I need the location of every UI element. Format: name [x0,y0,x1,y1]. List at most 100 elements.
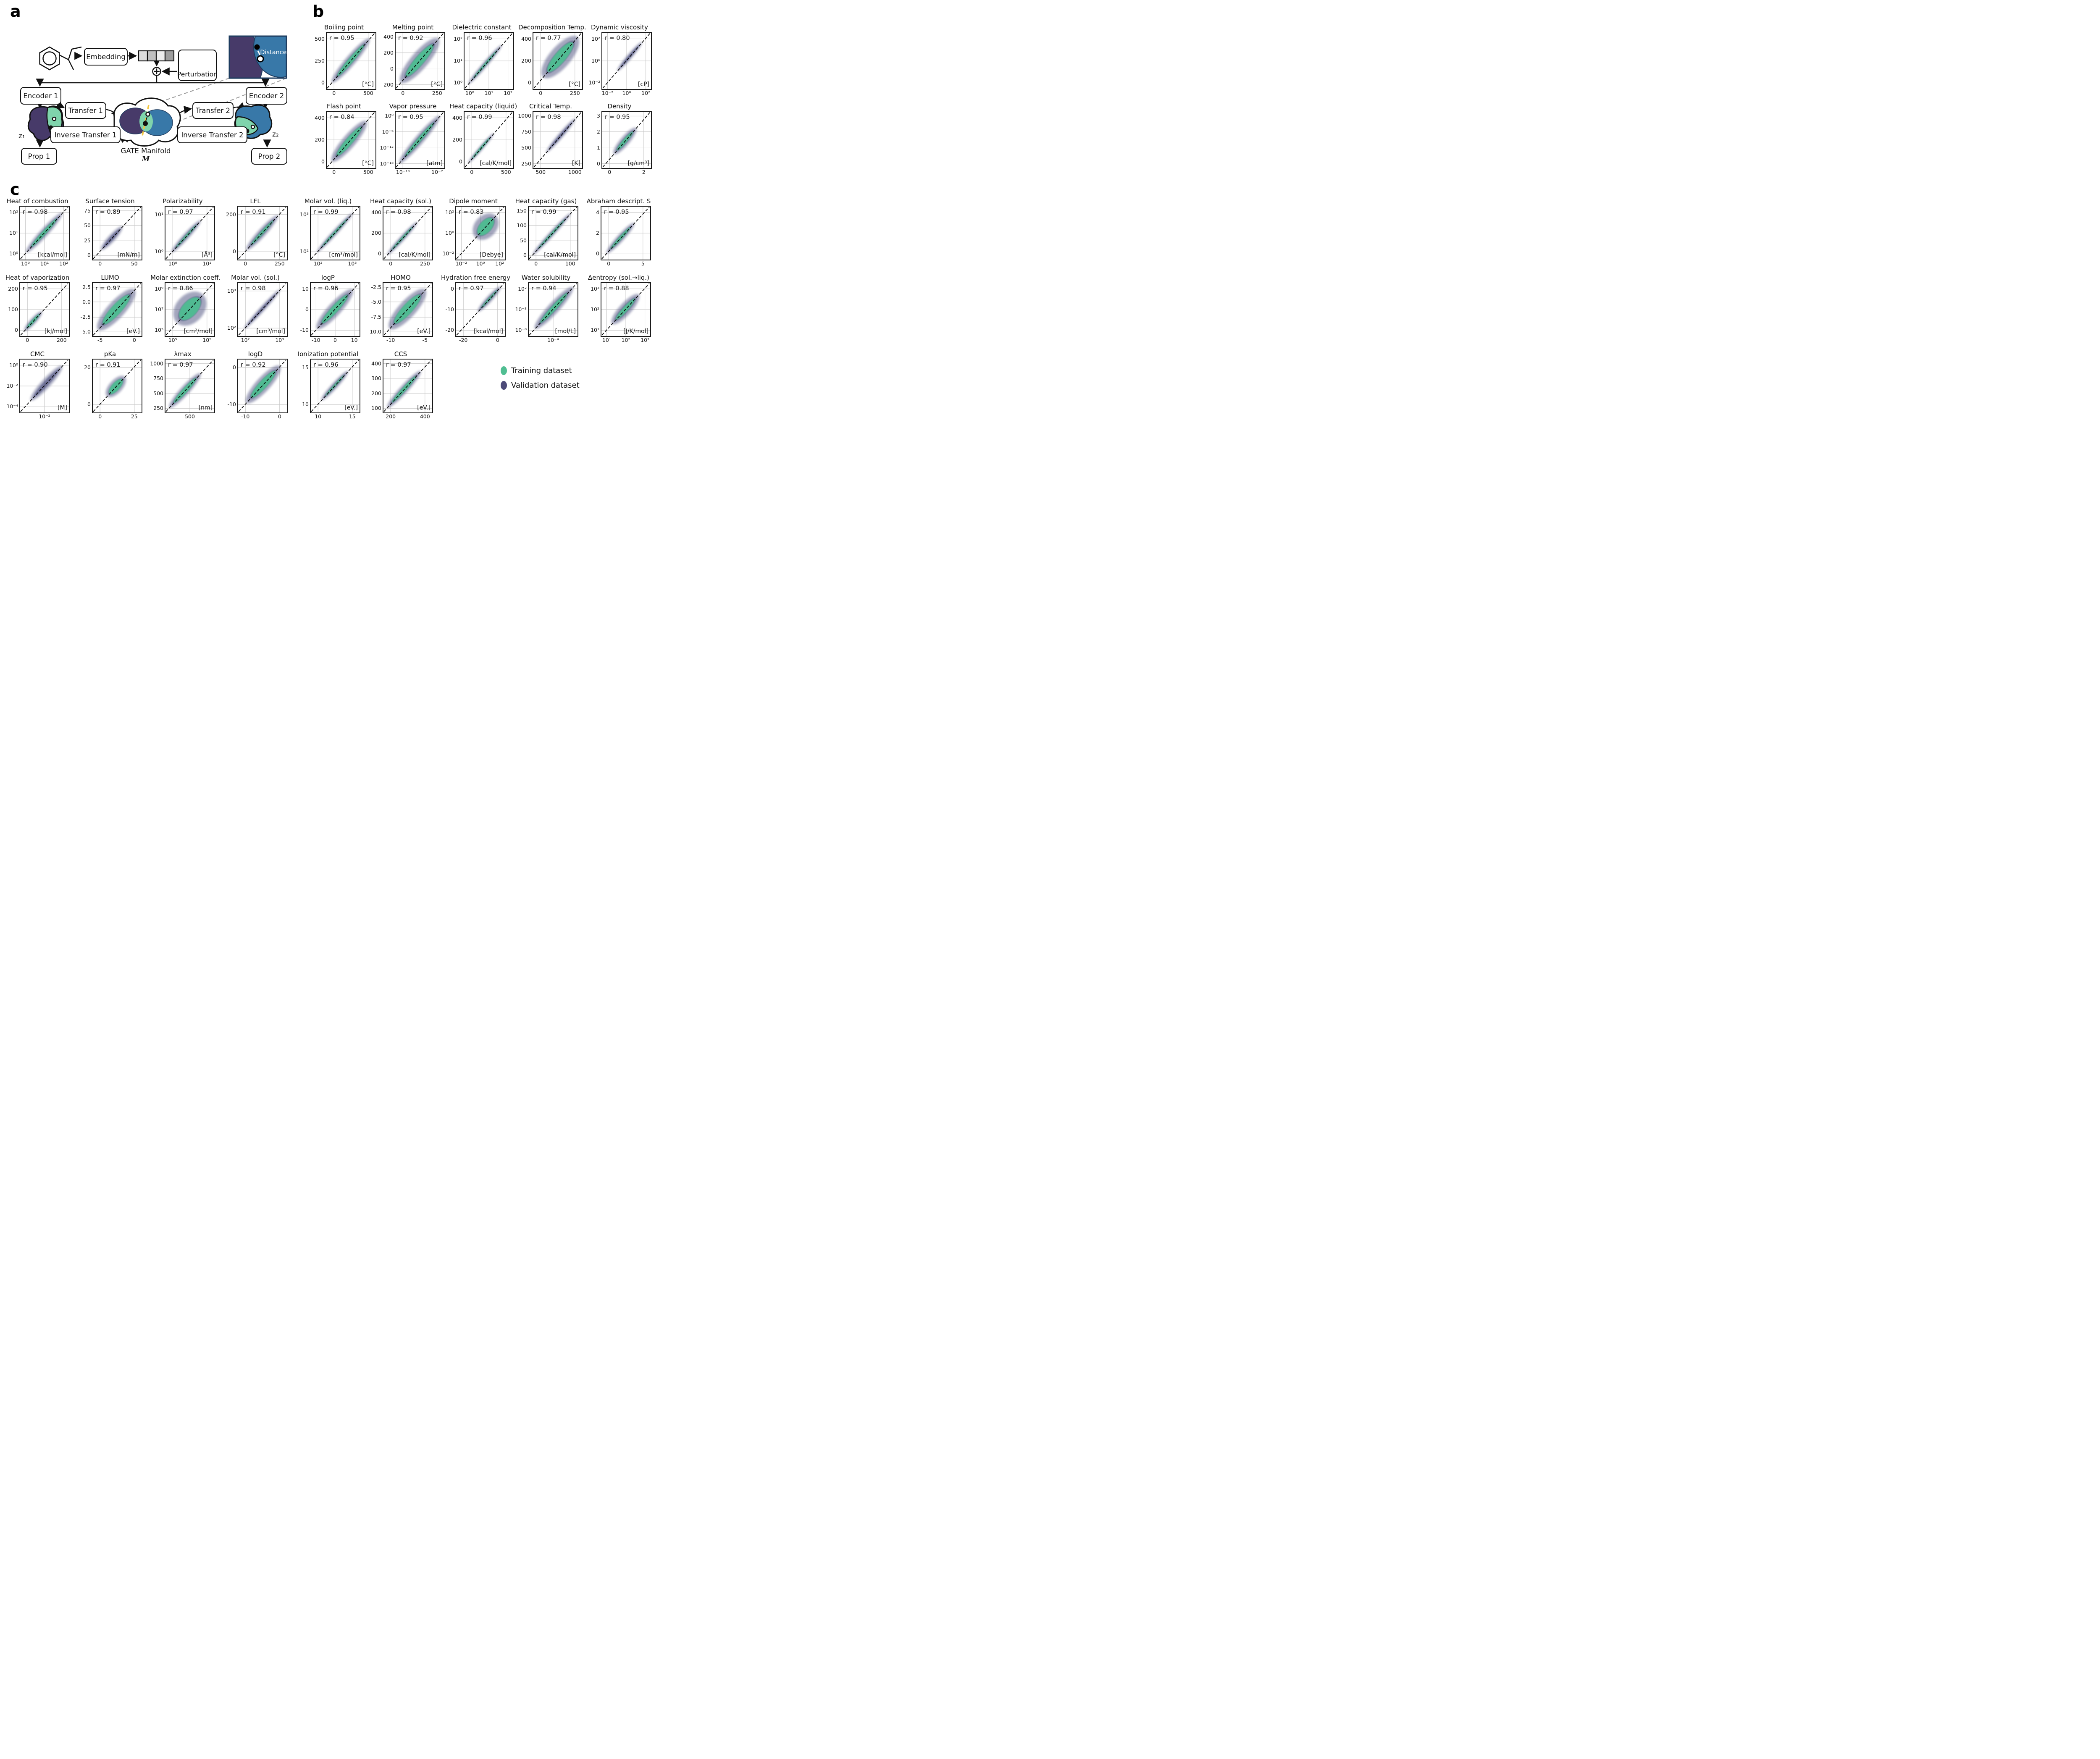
scatter-canvas: r = 0.99 [cal/K/mol] [528,206,578,260]
scatter-canvas: r = 0.99 [cm³/mol] [310,206,360,260]
x-tick-label: 10³ [640,337,650,343]
transfer1-box-label: Transfer 1 [68,106,103,115]
unit-label: [cal/K/mol] [544,252,576,258]
panel-a-label: a [10,2,21,21]
scatter-canvas: r = 0.90 [M] [19,359,70,413]
plot-title: Heat of combustion [6,197,68,205]
inverse-transfer2-box-label: Inverse Transfer 2 [181,131,244,139]
x-tick-label: 10² [241,337,250,343]
y-tick-label: 15 [302,364,309,370]
x-tick-label: 0 [389,260,393,267]
x-tick-label: -10 [312,337,320,343]
plot-dielectric-constant: Dielectric constant 10² 10¹ 10⁰ r = 0.96 10⁰ 1… [449,24,516,97]
x-tick-label: 0 [332,90,336,96]
x-tick-label: 10² [621,337,630,343]
y-tick-label: -5.0 [80,328,91,335]
plot-max: λmax 1000 750 500 250 r = 0.97 [nm] 500 [150,350,221,420]
x-tick-label: 250 [432,90,442,96]
y-tick-label: 200 [383,49,394,56]
y-tick-label: 400 [452,114,462,121]
unit-label: [°C] [273,252,285,258]
scatter-canvas: r = 0.83 [Debye] [455,206,506,260]
plot-title: Dielectric constant [452,24,512,31]
x-tick-label: 10³ [348,260,357,267]
encoder1-box: Encoder 1 [20,87,61,105]
plot-flash-point: Flash point 400 200 0 r = 0.84 [°C] 0 500 [312,102,378,176]
gate-manifold-label: GATE Manifold [121,147,171,155]
plot-title: Molar extinction coeff. [150,274,221,281]
plot-lfl: LFL 200 0 r = 0.91 [°C] 0 250 [223,197,294,267]
plot-entropy-sol-liq: Δentropy (sol.→liq.) 10³ 10² 10¹ r = 0.88 [J/… [586,274,657,344]
plot-title: Critical Temp. [529,102,572,110]
y-tick-label: -7.5 [371,314,381,320]
x-tick-label: 250 [274,260,285,267]
plot-density: Density 3 2 1 0 r = 0.95 [g/cm³] 0 2 [587,102,654,176]
plot-logd: logD 0 -10 r = 0.92 -10 0 [223,350,294,420]
plot-title: Molar vol. (sol.) [231,274,280,281]
y-tick-label: 200 [8,285,18,292]
x-tick-label: 10⁻¹⁸ [396,169,410,175]
plot-molar-vol-liq: Molar vol. (liq.) 10³ 10² r = 0.99 [cm³/mol]… [296,197,366,267]
transfer2-box: Transfer 2 [192,102,234,119]
y-tick-label: 100 [8,306,18,312]
panel-c-grid: Heat of combustion 10² 10¹ 10⁰ r = 0.98 [kcal… [5,197,659,420]
gate-manifold-symbol: M [142,155,150,163]
x-tick-label: 10⁰ [622,90,631,96]
y-tick-label: 20 [84,364,91,370]
x-tick-label: 200 [386,413,396,420]
plot-title: Decomposition Temp. [518,24,586,31]
r-value-label: r = 0.91 [95,362,121,368]
r-value-label: r = 0.94 [531,285,556,292]
x-tick-label: 10² [313,260,323,267]
r-value-label: r = 0.83 [459,209,484,215]
plot-heat-capacity-sol: Heat capacity (sol.) 400 200 0 r = 0.98 [cal/… [368,197,439,267]
scatter-canvas: r = 0.95 [601,206,651,260]
y-tick-label: 0 [596,250,599,257]
add-perturbation-icon [152,67,161,76]
plot-title: Vapor pressure [389,102,437,110]
unit-label: [mN/m] [118,252,140,258]
legend-item-training-dataset: Training dataset [501,366,580,375]
plot-title: LUMO [101,274,119,281]
plot-critical-temp: Critical Temp. 1000 750 500 250 r = 0.98 [K] 50… [518,102,585,176]
scatter-canvas: r = 0.95 [kJ/mol] [19,282,70,337]
scatter-canvas: r = 0.96 [310,282,360,337]
x-tick-label: 15 [349,413,356,420]
x-tick-label: 10¹ [40,260,49,267]
x-tick-label: 10⁻² [601,90,614,96]
x-tick-label: 0 [26,337,29,343]
scatter-canvas: r = 0.89 [mN/m] [92,206,142,260]
y-tick-label: 0 [523,252,527,259]
unit-label: [cal/K/mol] [480,160,512,167]
plot-molar-vol-sol: Molar vol. (sol.) 10³ 10² r = 0.98 [cm³/mol]… [223,274,294,344]
y-tick-label: 0 [233,364,236,370]
x-tick-label: 10⁻⁴ [547,337,559,343]
y-tick-label: 10² [300,248,309,255]
plot-title: Flash point [326,102,362,110]
r-value-label: r = 0.91 [241,209,266,215]
x-tick-label: 1000 [568,169,582,175]
r-value-label: r = 0.99 [531,209,556,215]
y-tick-label: 10⁻⁴ [6,403,18,410]
encoder2-box-label: Encoder 2 [249,92,284,100]
r-value-label: r = 0.92 [241,362,266,368]
y-tick-label: 10⁰ [591,58,600,64]
scatter-canvas: r = 0.98 [cm³/mol] [237,282,288,337]
y-tick-label: 10² [518,285,527,292]
r-value-label: r = 0.80 [605,35,630,42]
plot-title: Polarizability [163,197,203,205]
y-tick-label: 10 [302,285,309,292]
r-value-label: r = 0.95 [329,35,354,42]
y-tick-label: 0 [390,66,394,72]
x-tick-label: 0 [332,169,336,175]
plot-molar-extinction-coeff: Molar extinction coeff. 10⁹ 10⁷ 10⁵ r = 0.86… [150,274,221,344]
y-tick-label: 100 [517,222,527,228]
y-tick-label: 10⁻² [442,250,454,257]
legend-item-validation-dataset: Validation dataset [501,381,580,390]
y-tick-label: 0 [459,158,462,165]
x-tick-label: 250 [570,90,580,96]
y-tick-label: 10³ [591,285,599,292]
y-tick-label: 4 [596,209,599,215]
y-tick-label: 10 [302,401,309,408]
plot-title: LFL [250,197,261,205]
